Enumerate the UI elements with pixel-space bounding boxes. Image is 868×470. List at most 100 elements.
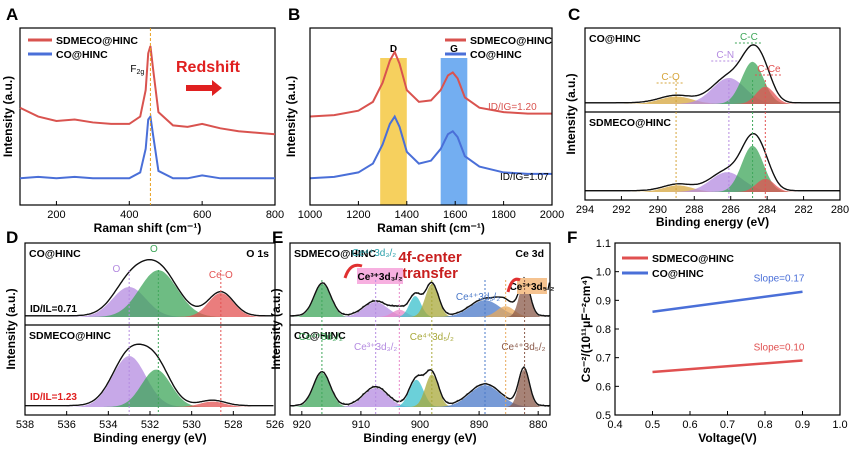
series-line-co: [652, 290, 803, 314]
panel-label-c: C: [568, 5, 580, 24]
x-tick-label: 280: [831, 204, 849, 216]
x-axis-label: Binding energy (eV): [93, 431, 206, 445]
band-d: [380, 58, 407, 205]
band-label: D: [390, 44, 397, 55]
transfer-arrow: [506, 277, 521, 293]
x-tick-label: 1600: [443, 209, 467, 221]
ratio-label: ID/IL=1.23: [30, 392, 77, 403]
ce4-label: Ce⁴⁺3d₅/₂: [456, 292, 500, 303]
title-annotation: 4f-center: [398, 249, 462, 266]
series-line-co: [309, 114, 552, 180]
x-tick-label: 0.8: [757, 419, 772, 431]
x-tick-label: 0.5: [645, 419, 660, 431]
fit-envelope-line: [290, 277, 550, 317]
x-tick-label: 284: [758, 204, 776, 216]
panel-label-e: E: [272, 228, 283, 247]
corner-label: O 1s: [246, 248, 269, 260]
fit-envelope-line: [585, 44, 840, 104]
x-axis-label: Voltage(V): [698, 431, 756, 445]
x-axis-label: Binding energy (eV): [363, 431, 476, 445]
legend-label: SDMECO@HINC: [56, 35, 138, 47]
x-tick-label: 282: [794, 204, 812, 216]
x-axis-label: Raman shift (cm⁻¹): [94, 221, 202, 235]
ce3-highlight-box: [357, 268, 403, 284]
x-tick-label: 534: [99, 419, 117, 431]
plot-frame-f: [614, 242, 841, 416]
plot-frame-a: [19, 27, 276, 206]
fit-component: [585, 78, 840, 104]
y-tick-label: 0.5: [596, 410, 611, 422]
ratio-label: ID/IG=1.20: [488, 102, 537, 113]
x-tick-label: 288: [685, 204, 703, 216]
fit-component: [290, 379, 550, 407]
subplot-label: CO@HINC: [29, 248, 81, 260]
y-tick-label: 1.1: [596, 238, 611, 250]
legend-label: SDMECO@HINC: [470, 35, 552, 47]
x-tick-label: 2000: [540, 209, 564, 221]
series-line-sdmeco: [652, 359, 803, 374]
panel-label-f: F: [567, 228, 577, 247]
x-tick-label: 538: [16, 419, 34, 431]
y-axis-label: Intensity (a.u.): [4, 288, 18, 369]
y-tick-label: 0.7: [596, 353, 611, 365]
panel-label-a: A: [6, 5, 18, 24]
fit-component: [25, 270, 274, 317]
ce-peak-label: Ce³⁺3d₃/₂: [354, 342, 397, 353]
x-tick-label: 0.4: [607, 419, 622, 431]
ce-peak-label: Ce⁴⁺3d₅/₂: [501, 342, 545, 353]
y-tick-label: 0.8: [596, 324, 611, 336]
x-tick-label: 526: [266, 419, 284, 431]
x-tick-label: 286: [722, 204, 740, 216]
x-tick-label: 800: [266, 209, 284, 221]
x-tick-label: 1400: [395, 209, 419, 221]
ratio-label: ID/IL=0.71: [30, 304, 77, 315]
ratio-label: ID/IG=1.07: [500, 172, 549, 183]
fit-envelope-line: [25, 259, 274, 317]
ce-peak-label: Ce⁴⁺3d₃/₂: [299, 332, 343, 343]
x-tick-label: 600: [193, 209, 211, 221]
subplot-label: SDMECO@HINC: [29, 330, 111, 342]
x-tick-label: 0.6: [682, 419, 697, 431]
slope-label: Slope=0.17: [754, 274, 805, 285]
peak-label-c-o: C-O: [661, 72, 680, 83]
peak-label-c-ce: C-Ce: [757, 64, 781, 75]
ce3-label: Ce³⁺3d₃/₂: [358, 272, 403, 283]
fit-envelope-line: [25, 343, 274, 407]
fit-component: [585, 172, 840, 192]
x-tick-label: 920: [293, 419, 311, 431]
x-tick-label: 880: [529, 419, 547, 431]
subplot-label: SDMECO@HINC: [294, 248, 376, 260]
x-tick-label: 890: [470, 419, 488, 431]
legend-label: CO@HINC: [652, 268, 704, 280]
series-line-sdmeco: [309, 49, 552, 118]
fit-component: [290, 284, 550, 317]
y-tick-label: 0.9: [596, 295, 611, 307]
transfer-arrow: [343, 263, 363, 279]
fit-envelope-line: [585, 132, 840, 192]
y-axis-label: Cs⁻²/(10¹¹μF⁻²cm⁴): [579, 276, 593, 383]
o-lattice-label: O: [150, 244, 158, 255]
subplot-label: SDMECO@HINC: [589, 117, 671, 129]
corner-label: Ce 3d: [515, 248, 544, 260]
redshift-arrow: [186, 80, 222, 96]
fit-component: [25, 293, 274, 317]
redshift-label: Redshift: [176, 59, 241, 76]
band-label: G: [450, 44, 458, 55]
x-tick-label: 910: [352, 419, 370, 431]
peak-label-c-n: C-N: [716, 50, 734, 61]
ce3-label: Ce³⁺3d₅/₂: [510, 282, 555, 293]
x-tick-label: 292: [612, 204, 630, 216]
plot-frame-b: [309, 27, 553, 206]
x-tick-label: 900: [411, 419, 429, 431]
y-tick-label: 1.0: [596, 267, 611, 279]
peak-label-c-c: C-C: [740, 32, 758, 43]
panel-label-b: B: [288, 5, 300, 24]
x-tick-label: 528: [224, 419, 242, 431]
x-tick-label: 400: [120, 209, 138, 221]
slope-label: Slope=0.10: [754, 343, 805, 354]
title-annotation: transfer: [402, 265, 458, 282]
y-tick-label: 0.6: [596, 381, 611, 393]
fit-component: [290, 369, 550, 407]
subplot-label: CO@HINC: [294, 330, 346, 342]
